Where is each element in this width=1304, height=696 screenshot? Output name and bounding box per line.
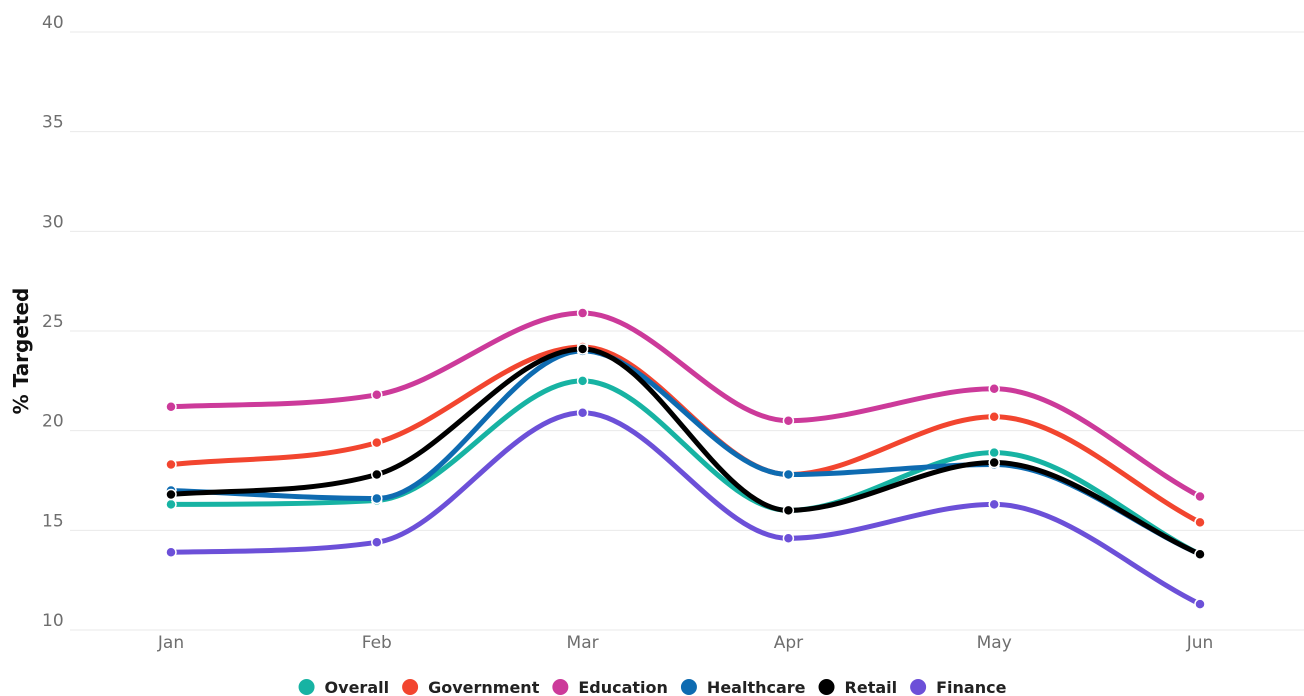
y-tick-label: 20 [42, 412, 64, 432]
x-tick-label: Jan [157, 633, 184, 653]
legend-item-retail[interactable]: Retail [818, 678, 898, 696]
x-tick-label: Feb [362, 633, 392, 653]
series-line-education [168, 310, 1203, 499]
series-line-overall [168, 378, 1203, 557]
legend-marker [402, 679, 419, 695]
data-point-finance-mar[interactable] [576, 406, 589, 419]
y-axis-ticks: 10 15 20 25 30 35 40 [42, 13, 64, 631]
y-tick-label: 10 [42, 611, 64, 631]
series-retail [165, 343, 1206, 561]
legend-label: Government [428, 678, 540, 696]
legend-label: Finance [936, 678, 1006, 696]
data-point-finance-apr[interactable] [782, 532, 795, 545]
x-tick-label: Apr [774, 633, 803, 653]
grid-layer [70, 31, 1304, 631]
data-point-education-jun[interactable] [1194, 490, 1206, 503]
data-point-retail-may[interactable] [988, 456, 1000, 469]
data-point-overall-mar[interactable] [576, 375, 589, 387]
data-point-finance-jan[interactable] [165, 546, 177, 559]
legend-label: Overall [325, 678, 390, 696]
data-point-retail-mar[interactable] [576, 343, 589, 355]
legend-item-healthcare[interactable]: Healthcare [680, 678, 806, 696]
data-point-education-mar[interactable] [576, 307, 589, 319]
y-tick-label: 30 [42, 212, 64, 232]
legend: Overall Government Education Healthcare Reta… [298, 678, 1007, 696]
data-point-retail-jun[interactable] [1194, 548, 1206, 561]
series-education [165, 307, 1206, 503]
data-point-overall-jan[interactable] [165, 498, 177, 511]
data-point-education-feb[interactable] [371, 389, 383, 401]
data-point-government-may[interactable] [988, 410, 1000, 423]
legend-item-overall[interactable]: Overall [298, 678, 390, 696]
x-tick-label: Jun [1186, 633, 1214, 653]
data-point-education-apr[interactable] [782, 414, 795, 427]
legend-item-education[interactable]: Education [552, 678, 668, 696]
x-axis-ticks: Jan Feb Mar Apr May Jun [157, 633, 1213, 653]
y-tick-label: 40 [42, 13, 64, 33]
y-tick-label: 15 [42, 511, 64, 531]
series-layer [165, 307, 1206, 610]
data-point-retail-feb[interactable] [371, 468, 383, 481]
legend-marker [680, 679, 697, 695]
data-point-government-feb[interactable] [371, 436, 383, 449]
legend-marker [910, 679, 927, 695]
legend-marker [298, 679, 315, 695]
legend-item-finance[interactable]: Finance [910, 678, 1007, 696]
x-tick-label: May [977, 633, 1012, 653]
legend-label: Retail [845, 678, 898, 696]
data-point-government-jan[interactable] [165, 458, 177, 471]
data-point-retail-apr[interactable] [782, 504, 795, 517]
data-point-education-may[interactable] [988, 383, 1000, 395]
y-tick-label: 35 [42, 113, 64, 133]
legend-marker [552, 679, 569, 695]
data-point-finance-jun[interactable] [1194, 598, 1206, 610]
data-point-government-jun[interactable] [1194, 516, 1206, 529]
data-point-overall-may[interactable] [988, 446, 1000, 459]
y-tick-label: 25 [42, 312, 64, 332]
legend-item-government[interactable]: Government [402, 678, 540, 696]
y-axis-title: % Targeted [9, 288, 33, 415]
x-tick-label: Mar [567, 633, 599, 653]
data-point-finance-feb[interactable] [371, 536, 383, 549]
data-point-retail-jan[interactable] [165, 488, 177, 501]
data-point-healthcare-feb[interactable] [371, 492, 383, 505]
series-line-retail [168, 346, 1203, 557]
data-point-healthcare-apr[interactable] [782, 468, 795, 481]
legend-label: Healthcare [707, 678, 806, 696]
legend-marker [818, 679, 835, 695]
data-point-finance-may[interactable] [988, 498, 1000, 511]
series-finance [165, 406, 1206, 610]
legend-label: Education [578, 678, 668, 696]
series-line-finance [168, 410, 1203, 607]
data-point-education-jan[interactable] [165, 400, 177, 413]
